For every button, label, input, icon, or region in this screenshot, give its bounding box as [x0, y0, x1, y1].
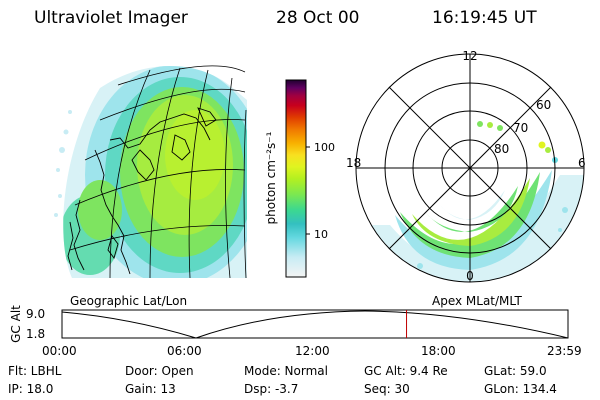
mlt-label-0: 0 — [466, 269, 474, 283]
timeline-xtick-2359: 23:59 — [547, 344, 582, 358]
time-label: 16:19:45 UT — [432, 8, 537, 28]
colorbar-unit-label: photon cm⁻²s⁻¹ — [264, 131, 278, 224]
geo-caption: Geographic Lat/Lon — [70, 294, 188, 308]
geographic-image — [54, 65, 247, 279]
mlt-label-18: 18 — [346, 156, 361, 170]
mlat-label-80: 80 — [494, 142, 509, 156]
status-gc-alt: GC Alt: 9.4 Re — [364, 364, 448, 378]
status-glon: GLon: 134.4 — [484, 382, 557, 396]
timeline-xtick-0000: 00:00 — [42, 344, 77, 358]
status-mode: Mode: Normal — [244, 364, 328, 378]
colorbar-tick-10: 10 — [314, 228, 328, 241]
timeline-plot — [61, 309, 569, 339]
timeline-ytick-high: 9.0 — [26, 307, 46, 321]
timeline-ytick-low: 1.8 — [26, 327, 46, 341]
mlt-label-12: 12 — [462, 49, 477, 63]
status-flt: Flt: LBHL — [8, 364, 62, 378]
polar-plot — [355, 53, 585, 283]
polar-caption: Apex MLat/MLT — [432, 294, 522, 308]
status-door: Door: Open — [125, 364, 194, 378]
timeline-xtick-0600: 06:00 — [167, 344, 202, 358]
status-ip: IP: 18.0 — [8, 382, 54, 396]
colorbar — [285, 79, 310, 278]
status-gain: Gain: 13 — [125, 382, 176, 396]
gc-alt-curve — [61, 310, 569, 339]
timeline-xtick-1200: 12:00 — [295, 344, 330, 358]
status-seq: Seq: 30 — [364, 382, 410, 396]
status-glat: GLat: 59.0 — [484, 364, 547, 378]
mlat-label-70: 70 — [513, 121, 528, 135]
timeline-xtick-1800: 18:00 — [421, 344, 456, 358]
mlat-label-60: 60 — [536, 98, 551, 112]
date-label: 28 Oct 00 — [276, 8, 360, 28]
mlt-label-6: 6 — [578, 156, 586, 170]
colorbar-tick-100: 100 — [314, 141, 335, 154]
app-title: Ultraviolet Imager — [34, 8, 188, 28]
status-dsp: Dsp: -3.7 — [244, 382, 299, 396]
timeline-axis-label: GC Alt — [9, 305, 23, 343]
